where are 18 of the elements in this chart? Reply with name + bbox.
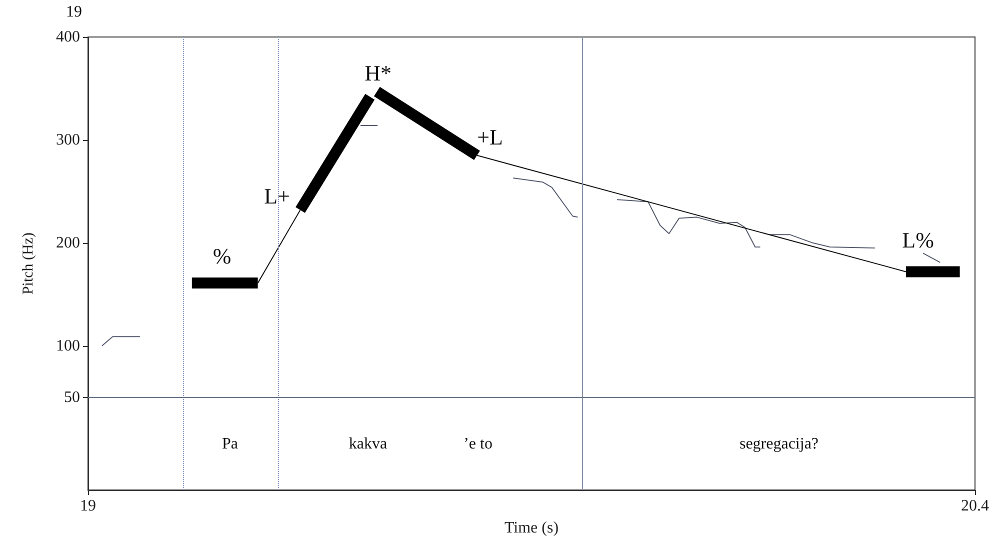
y-tick-label: 300 <box>56 131 80 148</box>
annotation: L+ <box>264 184 290 208</box>
y-tick-label: 50 <box>64 388 80 406</box>
y-axis-title: Pitch (Hz) <box>20 232 36 295</box>
annotation: segregacija? <box>739 436 819 452</box>
x-tick-label: 20.4 <box>961 498 989 514</box>
x-axis-title: Time (s) <box>504 520 559 536</box>
annotation: +L <box>477 124 503 150</box>
y-tick-label: 400 <box>56 28 80 46</box>
text: 19 <box>66 4 82 20</box>
y-tick-label: 200 <box>56 234 80 252</box>
y-tick-label: 100 <box>56 337 80 354</box>
annotation: L% <box>902 228 934 252</box>
annotation: % <box>212 244 232 268</box>
annotation: ’e to <box>464 436 492 452</box>
annotation: H* <box>364 60 392 86</box>
annotation: Pa <box>222 436 238 452</box>
annotation: kakva <box>348 436 388 452</box>
